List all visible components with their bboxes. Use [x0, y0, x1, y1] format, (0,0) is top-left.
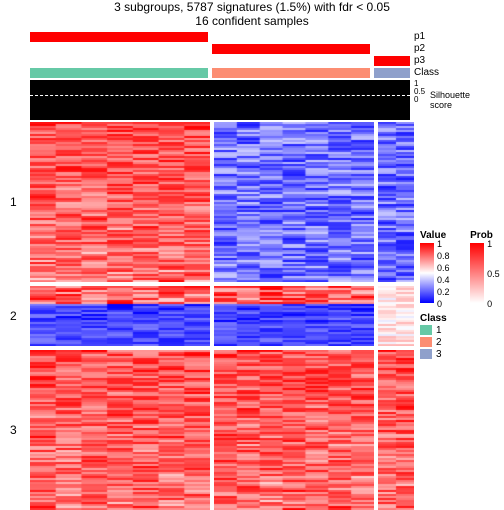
class-legend-item: 2 — [420, 337, 493, 348]
class-label: 2 — [436, 337, 442, 348]
chart-subtitle: 16 confident samples — [0, 14, 504, 28]
heatmap-cell-block — [214, 286, 374, 346]
value-tick: 1 — [437, 240, 442, 249]
prob-legend: Prob 10.50 — [470, 230, 493, 303]
anno-seg — [212, 56, 370, 66]
anno-seg — [212, 68, 370, 78]
anno-seg — [212, 44, 370, 54]
class-legend-title: Class — [420, 313, 493, 324]
silhouette-seg — [30, 80, 66, 120]
heatmap-cell-block: 3 — [30, 350, 210, 510]
row-group-label: 2 — [10, 309, 17, 323]
class-legend-item: 3 — [420, 349, 493, 360]
silhouette-threshold-line — [30, 95, 410, 96]
class-swatch — [420, 337, 432, 347]
anno-seg — [212, 32, 370, 42]
chart-title: 3 subgroups, 5787 signatures (1.5%) with… — [0, 0, 504, 14]
anno-seg — [374, 32, 410, 42]
main-plot-area: p1 p2 p3 Class 1 0.5 0 Silhouettescore 123 — [30, 32, 410, 510]
value-tick: 0.2 — [437, 288, 450, 297]
heatmap-canvas — [214, 350, 374, 510]
row-group-label: 1 — [10, 195, 17, 209]
anno-row-p2: p2 — [30, 44, 410, 54]
class-legend: Class 123 — [420, 313, 493, 360]
prob-tick: 1 — [487, 240, 492, 249]
annotation-bars: p1 p2 p3 Class — [30, 32, 410, 78]
anno-row-p3: p3 — [30, 56, 410, 66]
class-swatch — [420, 349, 432, 359]
prob-tick: 0.5 — [487, 270, 500, 279]
heatmap-col-1: 123 — [30, 122, 210, 510]
value-gradient: 10.80.60.40.20 — [420, 243, 434, 303]
anno-seg — [30, 68, 208, 78]
anno-seg — [374, 68, 410, 78]
heatmap-cell-block — [214, 350, 374, 510]
heatmap-canvas — [30, 350, 210, 510]
anno-row-label: p2 — [414, 43, 425, 54]
class-legend-item: 1 — [420, 325, 493, 336]
prob-gradient: 10.50 — [470, 243, 484, 303]
heatmap-cell-block — [378, 286, 414, 346]
heatmap-col-3 — [378, 122, 414, 510]
value-legend-title: Value — [420, 230, 446, 241]
anno-row-class: Class — [30, 68, 410, 78]
anno-row-label: p3 — [414, 55, 425, 66]
heatmap-cell-block: 2 — [30, 286, 210, 346]
anno-seg — [374, 56, 410, 66]
prob-tick: 0 — [487, 300, 492, 309]
class-label: 3 — [436, 349, 442, 360]
value-tick: 0.6 — [437, 264, 450, 273]
heatmap-cell-block: 1 — [30, 122, 210, 282]
class-swatch — [420, 325, 432, 335]
heatmap-canvas — [30, 122, 210, 282]
silhouette-ticks: 1 0.5 0 — [414, 80, 425, 104]
silhouette-track: 1 0.5 0 Silhouettescore — [30, 80, 410, 120]
anno-seg — [30, 56, 208, 66]
heatmap-cell-block — [214, 122, 374, 282]
anno-row-p1: p1 — [30, 32, 410, 42]
heatmap-body: 123 — [30, 122, 410, 510]
row-group-label: 3 — [10, 423, 17, 437]
heatmap-canvas — [378, 122, 414, 282]
heatmap-canvas — [378, 350, 414, 510]
anno-seg — [374, 44, 410, 54]
sil-tick-0: 0 — [414, 96, 425, 104]
silhouette-seg — [228, 80, 406, 120]
heatmap-col-2 — [214, 122, 374, 510]
value-tick: 0 — [437, 300, 442, 309]
heatmap-cell-block — [378, 350, 414, 510]
heatmap-canvas — [30, 286, 210, 346]
class-label: 1 — [436, 325, 442, 336]
heatmap-canvas — [214, 286, 374, 346]
value-legend: Value 10.80.60.40.20 — [420, 230, 446, 303]
anno-seg — [30, 44, 208, 54]
heatmap-canvas — [214, 122, 374, 282]
value-tick: 0.8 — [437, 252, 450, 261]
heatmap-canvas — [378, 286, 414, 346]
silhouette-label: Silhouettescore — [430, 90, 470, 110]
legends-panel: Value 10.80.60.40.20 Prob 10.50 Class 12… — [420, 230, 493, 370]
anno-row-label: Class — [414, 67, 439, 78]
anno-row-label: p1 — [414, 31, 425, 42]
anno-seg — [30, 32, 208, 42]
silhouette-seg — [66, 80, 224, 120]
value-tick: 0.4 — [437, 276, 450, 285]
heatmap-cell-block — [378, 122, 414, 282]
